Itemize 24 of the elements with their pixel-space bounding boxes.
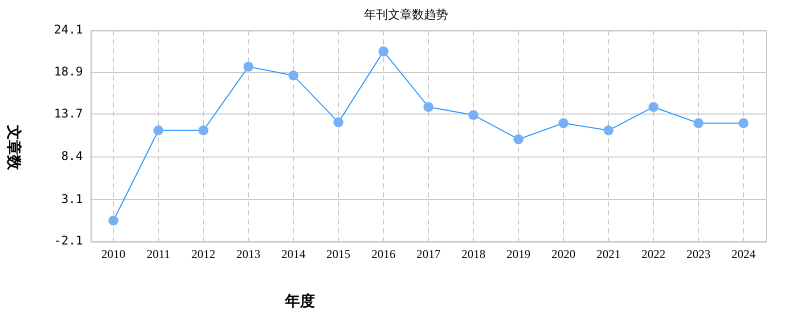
x-axis-title: 年度 xyxy=(284,292,316,311)
y-tick-label: 3.1 xyxy=(61,192,83,206)
chart-title: 年刊文章数趋势 xyxy=(364,7,448,22)
x-tick-label: 2018 xyxy=(461,246,486,261)
x-tick-label: 2023 xyxy=(686,246,710,261)
y-tick-label: 8.4 xyxy=(61,149,83,164)
x-tick-label: 2017 xyxy=(416,246,440,261)
y-tick-label: 24.1 xyxy=(54,22,83,37)
x-tick-label: 2015 xyxy=(326,246,350,261)
x-tick-label: 2013 xyxy=(236,246,260,261)
x-tick-label: 2016 xyxy=(371,246,396,261)
x-tick-label: 2019 xyxy=(506,246,530,261)
x-tick-label: 2010 xyxy=(101,246,126,261)
x-tick-label: 2020 xyxy=(551,246,576,261)
x-tick-label: 2021 xyxy=(596,246,620,261)
y-tick-label: -2.1 xyxy=(54,234,83,248)
x-tick-label: 2014 xyxy=(281,246,306,261)
y-tick-label: 13.7 xyxy=(54,106,83,120)
x-tick-label: 2022 xyxy=(641,246,666,261)
x-tick-label: 2012 xyxy=(191,246,216,261)
y-tick-label: 18.9 xyxy=(54,64,83,78)
y-axis-title: 文章数 xyxy=(4,124,22,170)
x-tick-label: 2011 xyxy=(146,246,170,261)
x-tick-label: 2024 xyxy=(731,246,756,261)
